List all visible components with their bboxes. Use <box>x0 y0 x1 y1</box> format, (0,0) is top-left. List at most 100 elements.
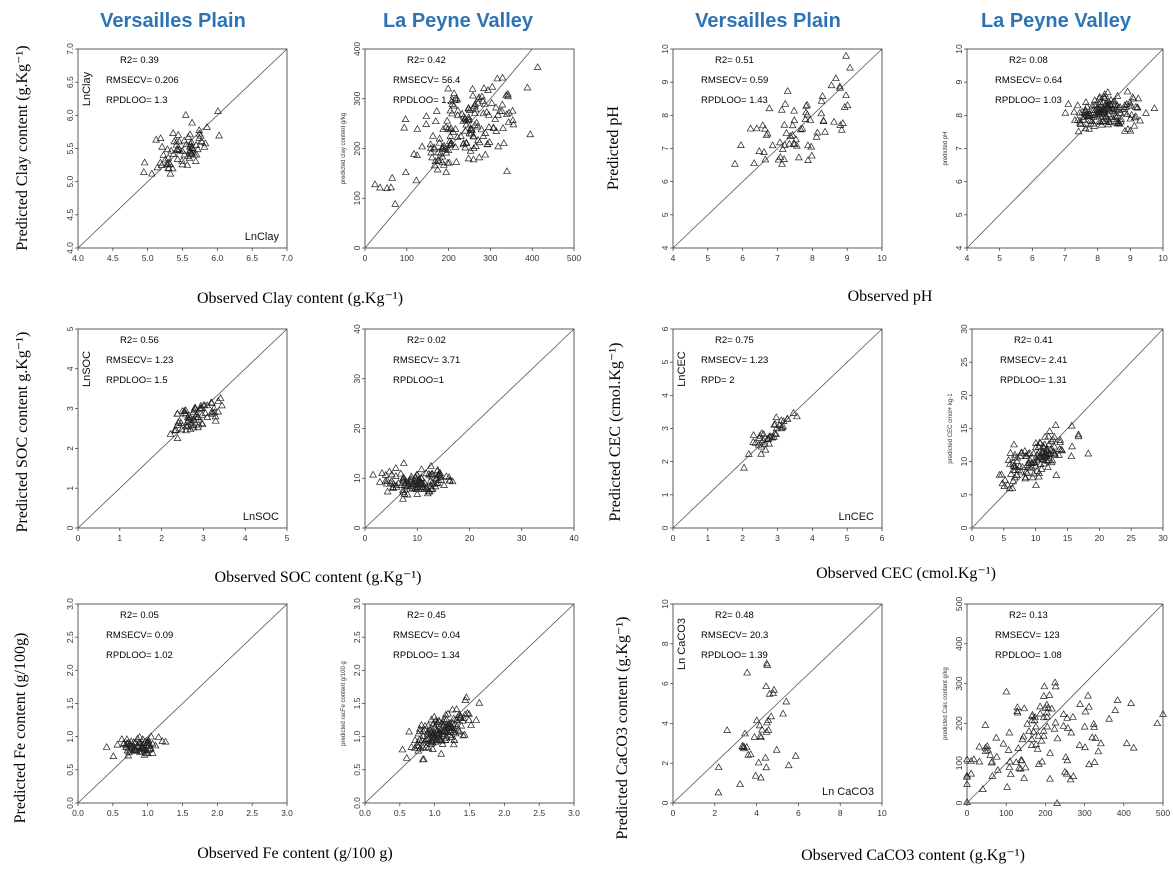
data-point <box>144 745 153 753</box>
data-point <box>1050 724 1059 732</box>
x-tick-label: 0 <box>363 253 368 263</box>
data-point <box>424 487 433 495</box>
data-point <box>759 430 768 437</box>
y-tick-label: 10 <box>954 44 964 54</box>
transform-label-bottom: Ln CaCO3 <box>822 786 874 798</box>
data-point <box>1069 772 1078 779</box>
data-point <box>481 150 490 158</box>
data-point <box>1023 719 1032 727</box>
data-point <box>801 115 810 123</box>
data-point <box>1055 450 1063 458</box>
data-point <box>806 115 815 123</box>
data-point <box>746 124 755 132</box>
data-point <box>782 128 791 136</box>
data-point <box>171 425 180 433</box>
data-point <box>403 482 412 490</box>
data-point <box>139 745 148 752</box>
x-tick-label: 0 <box>671 808 676 818</box>
data-point <box>191 403 199 411</box>
data-point <box>178 407 187 414</box>
data-point <box>439 717 448 725</box>
data-point <box>400 123 409 131</box>
data-point <box>963 780 971 787</box>
data-point <box>761 155 770 163</box>
one-to-one-line <box>77 328 288 529</box>
data-point <box>1009 465 1018 473</box>
y-tick-label: 40 <box>352 324 362 334</box>
data-point <box>1105 103 1114 111</box>
stat-label: RPDLOO= 1.34 <box>393 650 460 661</box>
data-point <box>391 199 400 207</box>
plot-svg: 0 100 200 300 400 500 0 100 200 300 400 predicted c… <box>341 42 581 263</box>
x-tick-label: 100 <box>400 253 414 263</box>
data-point <box>479 96 487 104</box>
x-tick-label: 4 <box>671 253 676 263</box>
data-point <box>481 129 490 136</box>
data-point <box>1142 108 1150 116</box>
x-tick-label: 100 <box>999 808 1013 818</box>
data-point <box>1032 740 1041 748</box>
data-point <box>1099 109 1107 116</box>
caco3-x-title: Observed CaCO3 content (g.Kg⁻¹) <box>801 847 1025 864</box>
data-point <box>752 124 761 132</box>
data-point <box>493 74 502 82</box>
data-point <box>487 98 496 106</box>
data-point <box>758 121 767 129</box>
data-point <box>1080 112 1089 120</box>
data-point <box>450 101 458 109</box>
data-point <box>169 150 178 158</box>
data-point <box>378 469 386 476</box>
y-tick-label: 0 <box>352 245 362 250</box>
data-point <box>414 746 423 754</box>
soc-x-title: Observed SOC content (g.Kg⁻¹) <box>214 569 422 586</box>
data-point <box>465 715 473 723</box>
inner-y-axis-label: predicted CEC cmol+ kg-1 <box>948 393 954 464</box>
x-tick-label: 400 <box>1117 808 1131 818</box>
data-point <box>400 489 409 497</box>
data-point <box>764 433 773 441</box>
data-point <box>1039 443 1048 451</box>
plot-svg: 0.0 0.5 1.0 1.5 2.0 2.5 3.0 0.0 0.5 1.0 1.5 2.0 2.5 3… <box>65 598 293 818</box>
data-point <box>1059 721 1068 729</box>
data-point <box>450 725 459 733</box>
data-point <box>383 184 391 191</box>
scatter-soc-peyne: 0 10 20 30 40 0 10 20 30 40 R2= 0.02 RMSECV= 3.71 RP… <box>335 324 580 550</box>
point-group <box>102 732 170 759</box>
y-tick-label: 0 <box>352 525 362 530</box>
data-point <box>214 407 223 415</box>
data-point <box>1036 450 1045 458</box>
y-tick-label: 20 <box>959 390 969 400</box>
data-point <box>420 725 429 733</box>
cec-x-title: Observed CEC (cmol.Kg⁻¹) <box>816 565 996 582</box>
data-point <box>450 89 458 97</box>
data-point <box>1075 741 1084 748</box>
data-point <box>762 763 771 771</box>
x-tick-label: 5.0 <box>142 253 154 263</box>
data-point <box>1074 127 1083 135</box>
data-point <box>1039 726 1048 734</box>
data-point <box>1113 696 1122 704</box>
data-point <box>1085 760 1094 768</box>
data-point <box>1083 112 1092 120</box>
y-tick-label: 0.0 <box>352 797 362 809</box>
x-tick-label: 5.5 <box>177 253 189 263</box>
x-tick-label: 0.0 <box>359 808 371 818</box>
data-point <box>1017 448 1026 456</box>
data-point <box>750 159 759 167</box>
x-tick-label: 1.5 <box>464 808 476 818</box>
x-tick-label: 6 <box>796 808 801 818</box>
data-point <box>988 771 997 779</box>
stat-label: RPD= 2 <box>701 375 735 386</box>
data-point <box>1080 722 1089 730</box>
data-point <box>169 129 177 136</box>
data-point <box>1073 116 1082 123</box>
data-point <box>981 743 990 751</box>
x-tick-label: 3 <box>201 533 206 543</box>
data-point <box>779 709 788 717</box>
y-tick-label: 30 <box>959 324 969 334</box>
data-point <box>1036 709 1045 717</box>
data-point <box>1109 105 1117 113</box>
data-point <box>1015 763 1023 771</box>
data-point <box>147 169 156 177</box>
data-point <box>478 92 486 100</box>
